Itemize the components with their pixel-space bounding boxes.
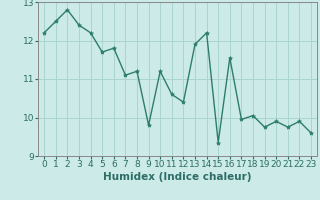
X-axis label: Humidex (Indice chaleur): Humidex (Indice chaleur): [103, 172, 252, 182]
